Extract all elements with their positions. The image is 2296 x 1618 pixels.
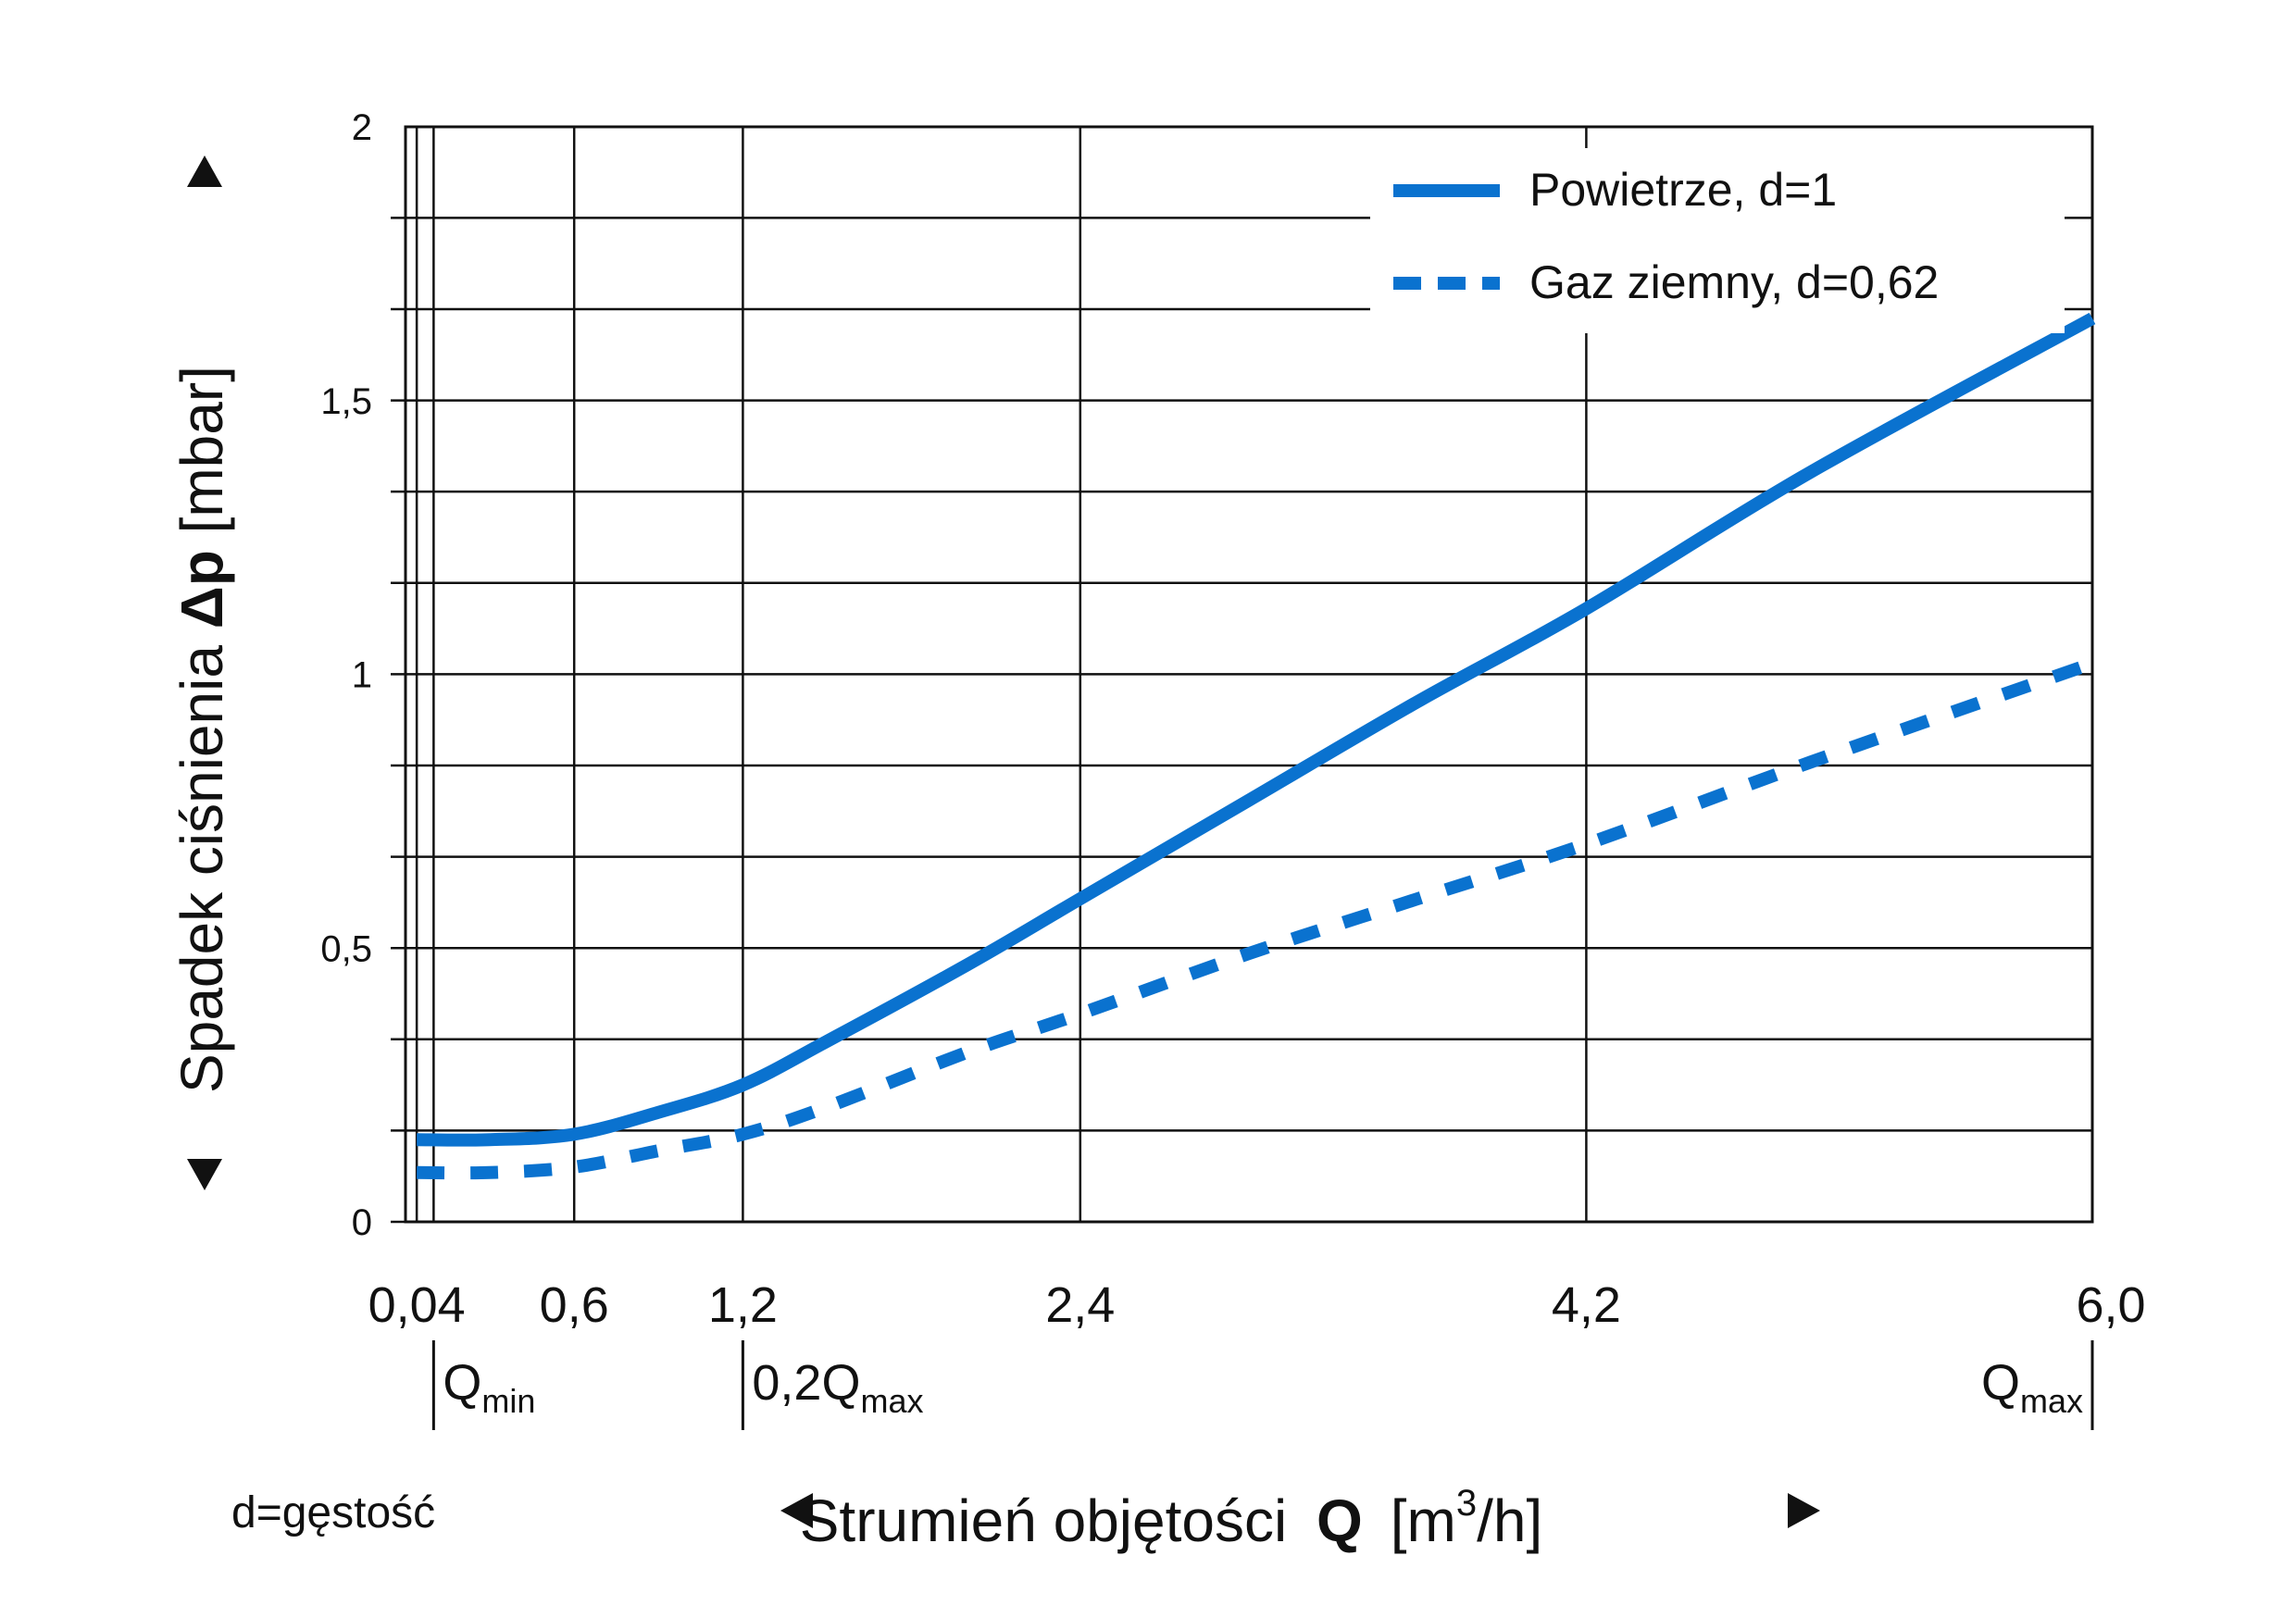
y-axis-down-arrow-icon (187, 1159, 222, 1190)
y-axis-symbol: Δp (168, 550, 235, 629)
q-marker-base: Q (443, 1355, 481, 1411)
x-axis-ticks: 0,04 0,6 1,2 2,4 4,2 6,0 (368, 1277, 2146, 1333)
x-axis-unit-open: [m (1391, 1487, 1456, 1554)
q-marker-sub: max (2020, 1382, 2083, 1420)
x-axis-left-arrow-icon (780, 1493, 813, 1528)
y-tick-label: 0 (352, 1202, 372, 1243)
legend-label-gaz-ziemny: Gaz ziemny, d=0,62 (1529, 256, 1939, 308)
q-marker-label: Qmax (1981, 1355, 2083, 1420)
plot-frame (404, 125, 2094, 1224)
q-marker-sub: max (860, 1382, 923, 1420)
q-markers: Qmin 0,2Qmax Qmax (431, 1340, 2094, 1430)
q-marker-base: Q (1981, 1355, 2020, 1411)
x-tick-label: 6,0 (2076, 1277, 2145, 1333)
legend: Powietrze, d=1 Gaz ziemny, d=0,62 (1370, 148, 2065, 333)
x-axis-title: Strumień objętości Q [m3/h] (800, 1483, 1543, 1554)
y-tick-label: 1 (352, 655, 372, 696)
legend-label-powietrze: Powietrze, d=1 (1529, 164, 1837, 216)
q-marker-sub: min (481, 1382, 535, 1420)
y-axis-title-text: Spadek ciśnienia (168, 629, 235, 1093)
y-tick-label: 1,5 (320, 381, 372, 422)
series-lines (417, 312, 2096, 1180)
svg-text:Spadek ciśnienia Δp [mbar]: Spadek ciśnienia Δp [mbar] (168, 366, 235, 1093)
q-marker-label: 0,2Qmax (752, 1355, 923, 1420)
y-axis-up-arrow-icon (187, 156, 222, 187)
x-tick-label: 0,04 (368, 1277, 466, 1333)
q-marker-base: 0,2Q (752, 1355, 860, 1411)
x-axis-symbol: Q (1316, 1487, 1363, 1554)
y-axis-unit: [mbar] (168, 366, 235, 550)
y-tick-label: 2 (352, 107, 372, 148)
series-line-powietrze (417, 312, 2096, 1147)
x-axis-unit-sup: 3 (1456, 1483, 1477, 1524)
x-tick-label: 2,4 (1045, 1277, 1115, 1333)
x-tick-label: 0,6 (540, 1277, 609, 1333)
legend-background (1370, 148, 2065, 333)
x-tick-label: 1,2 (708, 1277, 778, 1333)
x-axis-right-arrow-icon (1788, 1493, 1820, 1528)
series-line-gaz-ziemny (417, 657, 2095, 1180)
y-axis-ticks: 0 0,5 1 1,5 2 (320, 107, 372, 1243)
density-note: d=gęstość (231, 1488, 435, 1537)
grid (391, 125, 2094, 1224)
x-axis-title-text: Strumień objętości (800, 1487, 1304, 1554)
x-tick-label: 4,2 (1552, 1277, 1621, 1333)
q-marker-label: Qmin (443, 1355, 535, 1420)
y-tick-label: 0,5 (320, 928, 372, 969)
y-axis-title: Spadek ciśnienia Δp [mbar] (168, 366, 235, 1093)
x-axis-unit-close: /h] (1477, 1487, 1542, 1554)
